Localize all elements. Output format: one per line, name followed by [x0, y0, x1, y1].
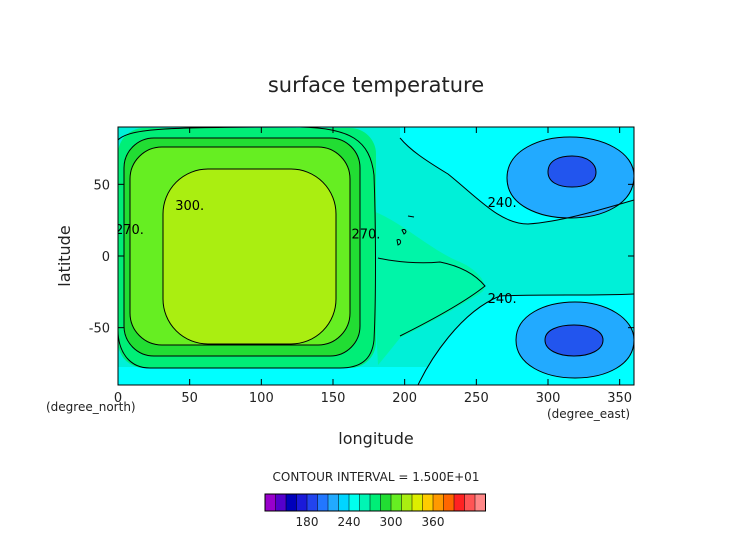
- contour-line-240-south: [417, 293, 634, 385]
- colorbar-cell: [338, 494, 349, 511]
- contour-label: 270.: [351, 228, 380, 243]
- colorbar-cell: [380, 494, 391, 511]
- contour-line-225-north: [506, 136, 634, 219]
- y-tick-label: 0: [102, 250, 110, 265]
- colorbar-cell: [317, 494, 328, 511]
- colorbar-tick-label: 240: [338, 515, 361, 529]
- colorbar-frame: [264, 493, 486, 512]
- colorbar-cell: [359, 494, 370, 511]
- y-unit-label: (degree_north): [46, 400, 136, 414]
- colorbar-cell: [370, 494, 381, 511]
- y-axis: -50 0 50: [89, 178, 634, 337]
- colorbar-cell: [401, 494, 412, 511]
- contour-line-speck-2: [396, 239, 402, 246]
- x-tick-label: 0: [114, 391, 122, 406]
- x-axis: 0 50 100 150 200 250 300 350: [114, 127, 632, 406]
- contour-line-speck-3: [401, 229, 407, 235]
- contour-line-speck-1: [407, 215, 415, 218]
- colorbar-cell: [454, 494, 465, 511]
- colorbar-cell: [475, 494, 486, 511]
- colorbar-cell: [286, 494, 297, 511]
- x-tick-label: 250: [464, 391, 489, 406]
- colorbar-tick-label: 300: [380, 515, 403, 529]
- contour-line-255: [118, 127, 376, 369]
- x-tick-label: 100: [249, 391, 274, 406]
- x-tick-label: 150: [321, 391, 346, 406]
- colorbar-tick-label: 180: [296, 515, 319, 529]
- chart-title: surface temperature: [268, 73, 484, 97]
- colorbar: [264, 493, 486, 512]
- y-tick-label: 50: [93, 178, 110, 193]
- contour-line-240-north: [399, 137, 634, 225]
- contour-fill-240-tongue: [370, 210, 485, 365]
- colorbar-cell: [349, 494, 360, 511]
- colorbar-cell: [275, 494, 286, 511]
- colorbar-cell: [307, 494, 318, 511]
- colorbar-cell: [391, 494, 402, 511]
- colorbar-cell: [296, 494, 307, 511]
- colorbar-cell: [412, 494, 423, 511]
- x-tick-label: 200: [392, 391, 417, 406]
- contour-fill-300: [163, 169, 336, 344]
- colorbar-tick-label: 360: [422, 515, 445, 529]
- contour-fill-225-bottom: [118, 367, 634, 385]
- plot-area: 300. 270. 270. 240. 240.: [115, 127, 634, 385]
- colorbar-cell: [265, 494, 276, 511]
- contour-labels: 300. 270. 270. 240. 240.: [115, 196, 517, 307]
- contour-line-225-south: [515, 301, 634, 379]
- contour-interval-label: CONTOUR INTERVAL = 1.500E+01: [273, 470, 480, 484]
- contour-label: 240.: [488, 196, 517, 211]
- x-tick-label: 350: [607, 391, 632, 406]
- contour-label: 300.: [175, 199, 204, 214]
- contour-label: 240.: [488, 292, 517, 307]
- contour-line-coast: [377, 257, 486, 337]
- colorbar-cell: [433, 494, 444, 511]
- y-tick-label: -50: [89, 322, 110, 337]
- y-axis-label: latitude: [55, 225, 74, 286]
- contour-line-270: [123, 137, 361, 357]
- colorbar-cell: [422, 494, 433, 511]
- contour-label: 270.: [115, 223, 144, 238]
- x-tick-label: 50: [181, 391, 198, 406]
- x-tick-label: 300: [536, 391, 561, 406]
- contour-line-285: [129, 146, 351, 346]
- x-unit-label: (degree_east): [547, 407, 630, 421]
- colorbar-cell: [464, 494, 475, 511]
- contour-fill-195-south: [544, 324, 604, 357]
- x-axis-label: longitude: [338, 429, 413, 448]
- colorbar-ticks: 180 240 300 360: [296, 515, 445, 529]
- contour-fill-195-north: [547, 155, 597, 188]
- colorbar-cell: [443, 494, 454, 511]
- contour-line-300: [162, 168, 337, 345]
- colorbar-cell: [328, 494, 339, 511]
